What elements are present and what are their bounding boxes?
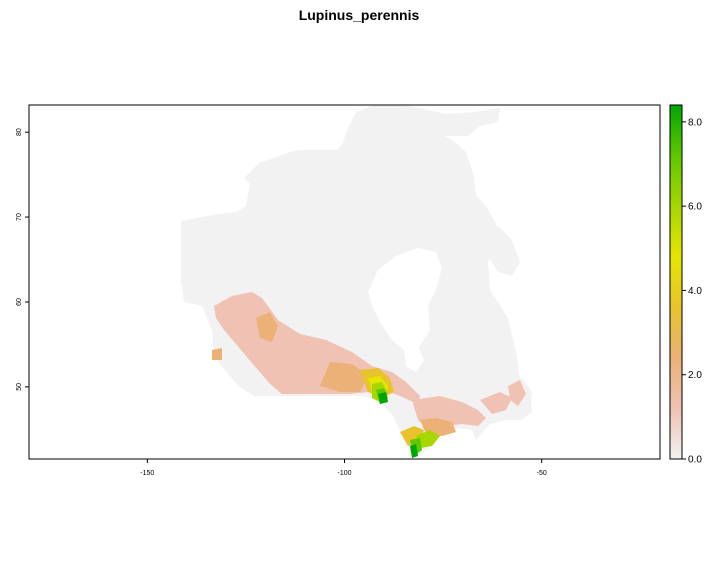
color-legend: 0.0 2.0 4.0 6.0 8.0 — [669, 104, 702, 466]
canada-land-mask — [181, 105, 532, 456]
legend-tick-label: 0.0 — [688, 455, 702, 466]
legend-border — [669, 104, 683, 460]
x-tick-label: -150 — [140, 470, 154, 477]
y-tick-label: 60 — [16, 298, 23, 306]
legend-ticks: 0.0 2.0 4.0 6.0 8.0 — [682, 117, 702, 466]
hudson-bay — [368, 248, 442, 350]
james-bay — [404, 346, 424, 372]
x-tick-label: -100 — [337, 470, 351, 477]
plot-panel: -150 -100 -50 50 60 70 80 — [16, 104, 661, 477]
y-tick-label: 70 — [16, 213, 23, 221]
x-tick-label: -50 — [537, 470, 547, 477]
legend-tick-label: 4.0 — [688, 286, 702, 297]
map-title: Lupinus_perennis — [298, 7, 420, 23]
suitability-patches — [212, 292, 526, 458]
y-tick-label: 80 — [16, 128, 23, 136]
y-tick-label: 50 — [16, 383, 23, 391]
raster-layer — [181, 105, 532, 458]
y-axis: 50 60 70 80 — [16, 128, 29, 391]
x-axis: -150 -100 -50 — [140, 459, 547, 477]
legend-tick-label: 6.0 — [688, 202, 702, 213]
legend-tick-label: 8.0 — [688, 117, 702, 128]
legend-colorbar — [670, 105, 682, 459]
legend-tick-label: 2.0 — [688, 370, 702, 381]
